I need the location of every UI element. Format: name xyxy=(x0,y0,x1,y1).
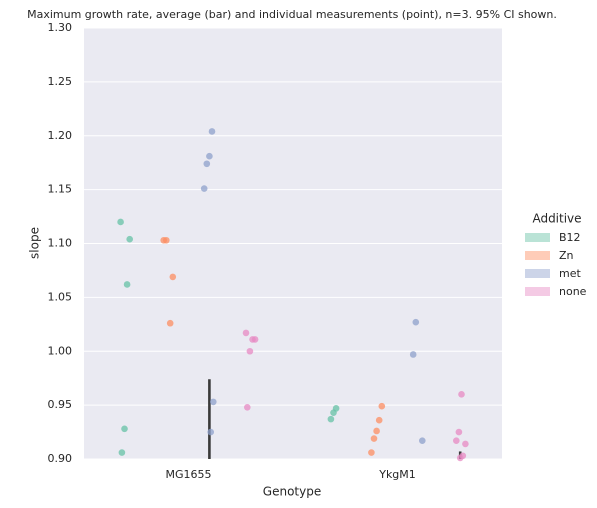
y-tick-label: 1.25 xyxy=(48,75,73,88)
point xyxy=(244,403,251,411)
y-tick-label: 1.20 xyxy=(48,129,73,142)
legend-label: Zn xyxy=(559,249,574,262)
point xyxy=(117,218,124,226)
point xyxy=(330,409,337,416)
point xyxy=(378,402,386,410)
point xyxy=(368,449,375,456)
legend-swatch xyxy=(525,269,550,278)
point xyxy=(207,428,214,436)
legend-swatch xyxy=(525,233,550,242)
legend-title: Additive xyxy=(532,212,581,226)
point xyxy=(412,318,420,326)
point xyxy=(327,415,335,423)
point xyxy=(208,128,216,135)
point xyxy=(419,437,426,444)
y-tick-label: 1.15 xyxy=(48,183,73,196)
point xyxy=(370,435,378,442)
point xyxy=(455,428,463,436)
y-tick-label: 1.10 xyxy=(48,237,73,250)
x-tick-label: YkgM1 xyxy=(378,468,416,481)
point xyxy=(375,416,383,424)
point xyxy=(458,391,465,398)
x-axis-label: Genotype xyxy=(263,485,321,499)
point xyxy=(409,351,417,358)
y-tick-label: 0.95 xyxy=(48,398,73,411)
y-tick-label: 0.90 xyxy=(48,452,73,465)
point xyxy=(456,454,464,462)
legend-label: met xyxy=(559,267,581,280)
point xyxy=(126,235,133,243)
point xyxy=(242,329,250,337)
point xyxy=(160,236,167,244)
y-tick-label: 1.30 xyxy=(48,21,73,34)
point xyxy=(246,347,254,355)
point xyxy=(121,425,128,433)
y-tick-label: 1.00 xyxy=(48,344,73,357)
x-tick-label: MG1655 xyxy=(165,468,211,481)
point xyxy=(123,281,131,288)
y-axis-label: slope xyxy=(28,227,42,259)
legend-label: none xyxy=(559,285,587,298)
point xyxy=(373,427,380,435)
point xyxy=(200,185,208,192)
point xyxy=(166,319,174,327)
legend-label: B12 xyxy=(559,231,581,244)
point xyxy=(210,398,217,406)
point xyxy=(169,273,177,281)
point xyxy=(206,152,213,160)
y-tick-label: 1.05 xyxy=(48,290,73,303)
legend-swatch xyxy=(525,251,550,260)
point xyxy=(118,449,126,456)
legend-swatch xyxy=(525,287,550,296)
point xyxy=(203,160,211,168)
point xyxy=(462,440,469,448)
point xyxy=(453,437,460,444)
chart-title: Maximum growth rate, average (bar) and i… xyxy=(27,8,557,21)
point xyxy=(249,336,256,343)
